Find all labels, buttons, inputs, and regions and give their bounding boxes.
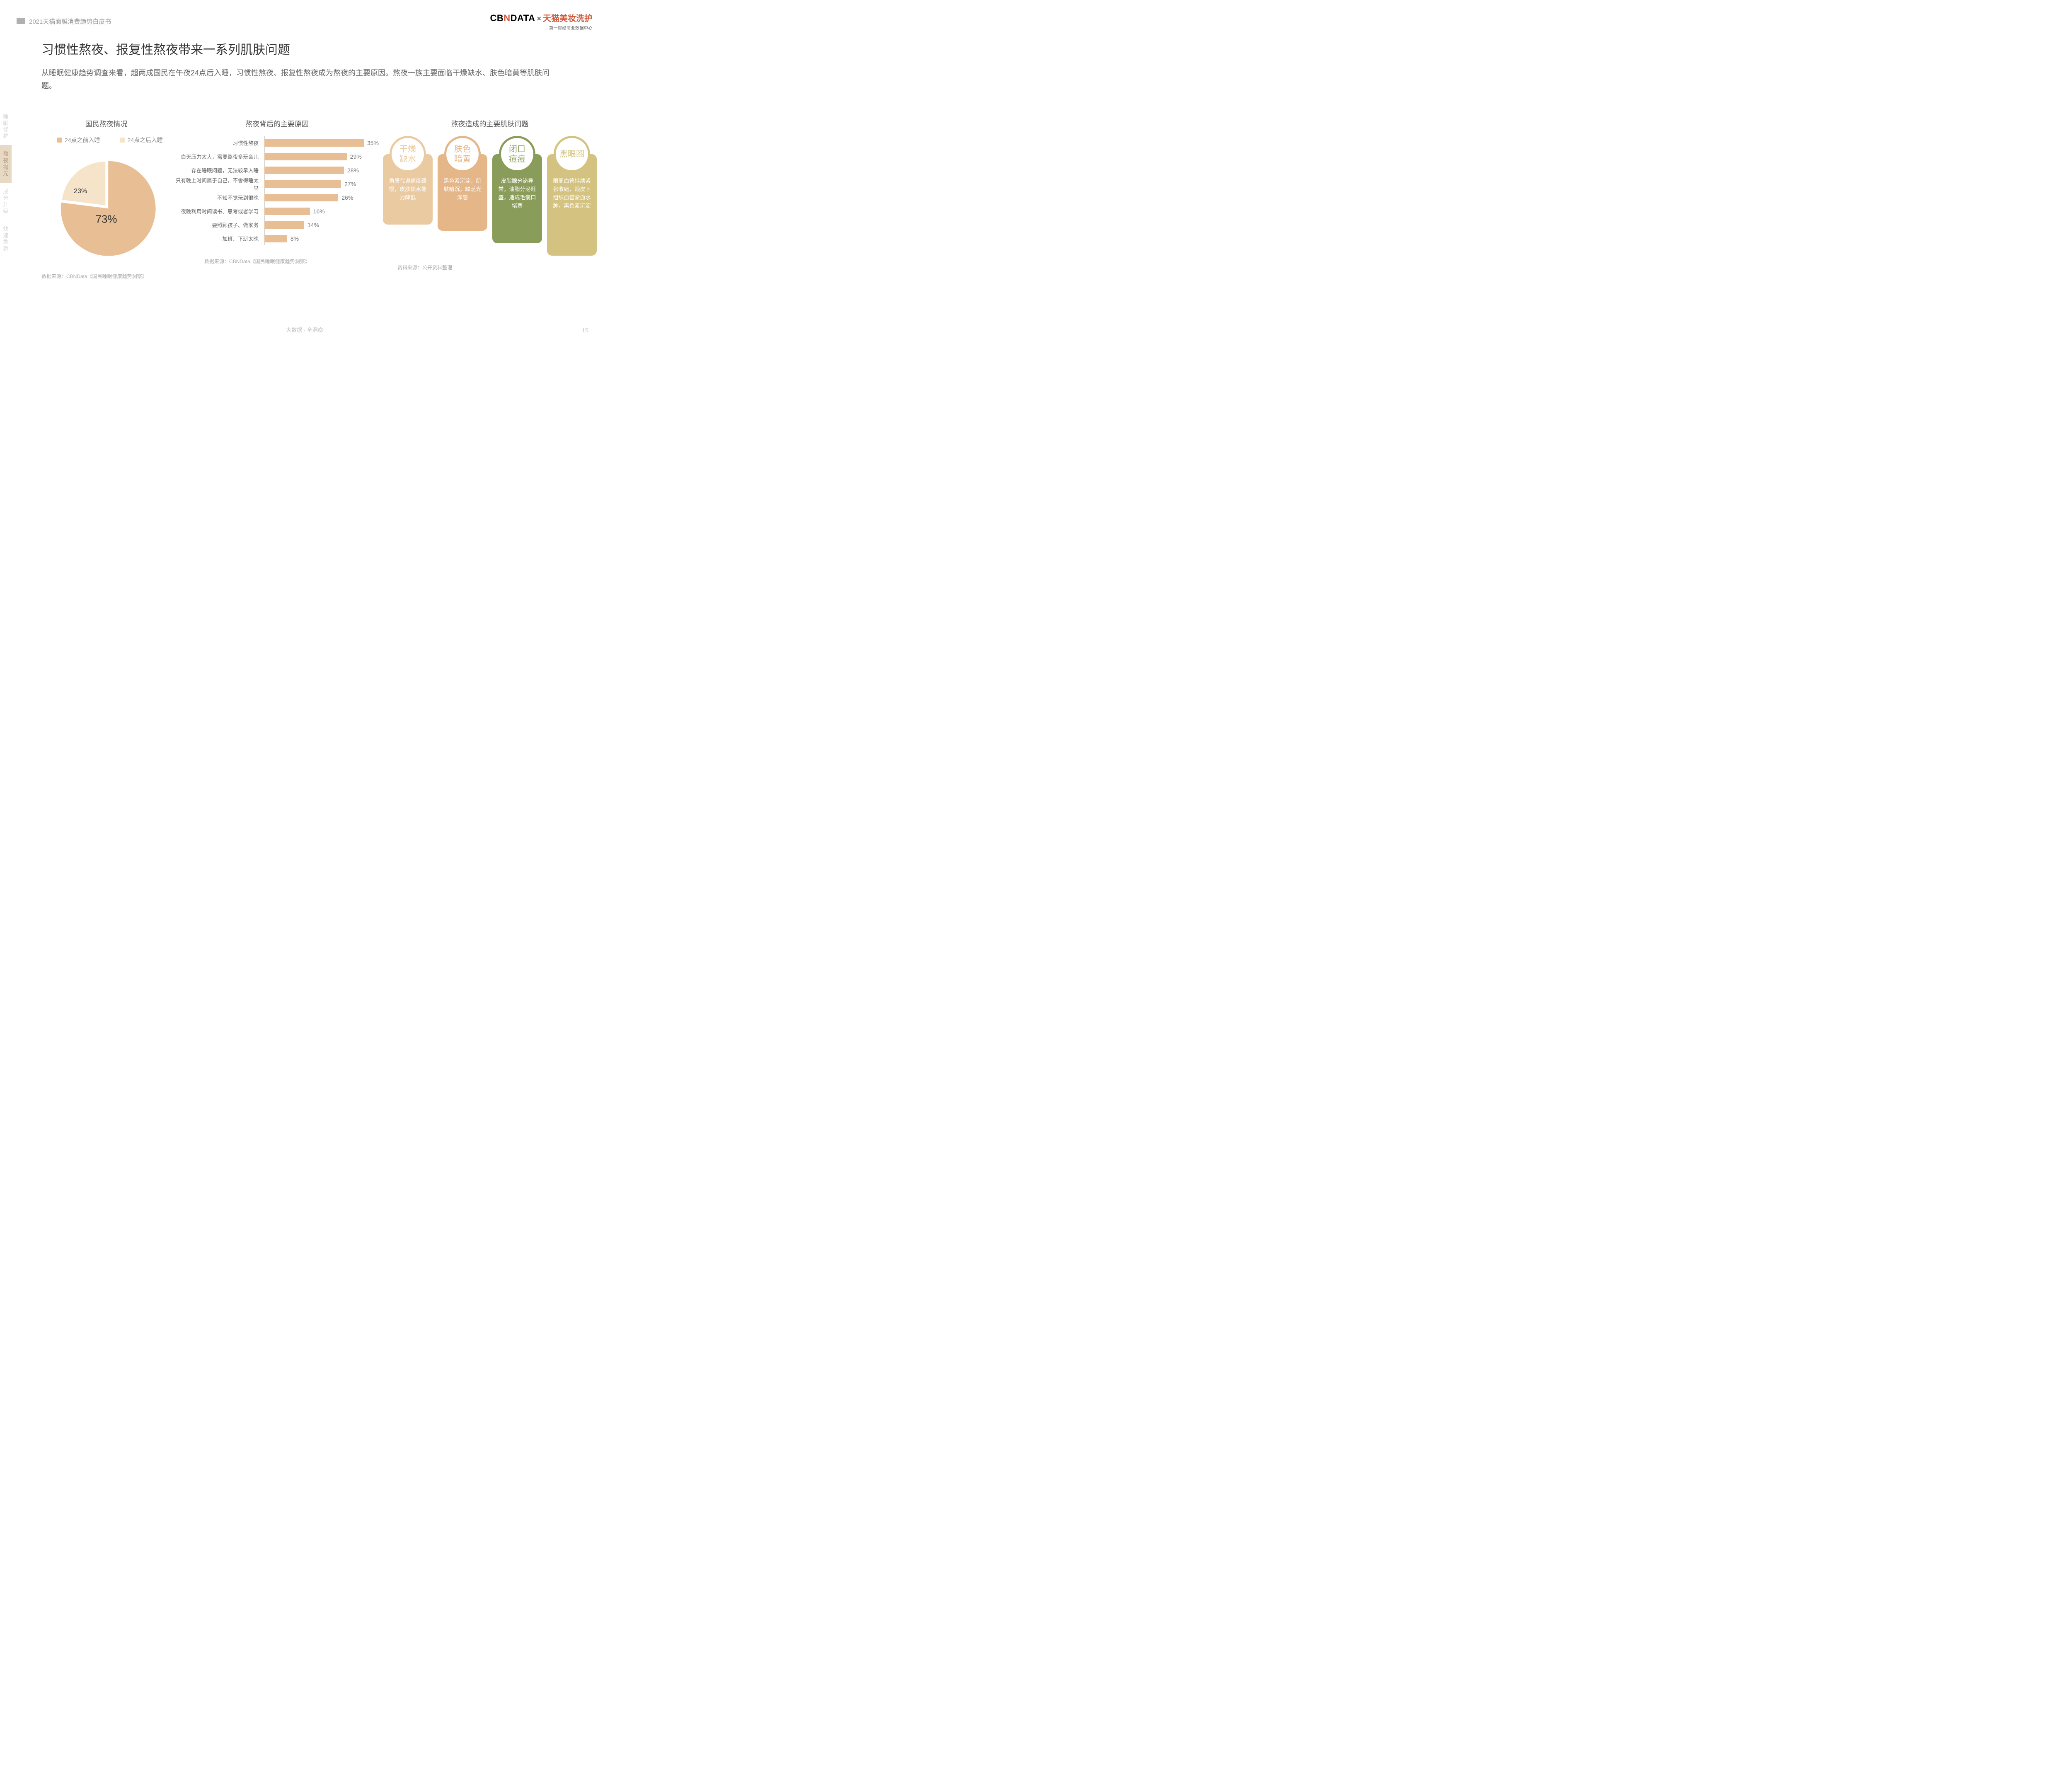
bar-label: 要照顾孩子、做家务 <box>172 221 259 229</box>
bar-row: 不知不觉玩到很晚26% <box>264 191 379 204</box>
bar-value: 8% <box>290 235 299 242</box>
page-number: 15 <box>582 327 588 334</box>
sidenav-item[interactable]: 成分升级 <box>0 183 12 220</box>
bar-source: 数据来源：CBNData《国民睡眠健康趋势洞察》 <box>204 258 379 265</box>
bar-value: 16% <box>313 208 325 215</box>
header-left: 2021天猫面膜消费趋势白皮书 <box>17 17 111 26</box>
pie-source: 数据来源：CBNData《国民睡眠健康趋势洞察》 <box>41 273 171 280</box>
bar-value: 35% <box>367 140 379 146</box>
bar-label: 习惯性熬夜 <box>172 139 259 147</box>
bar-fill <box>264 235 287 242</box>
bar-row: 习惯性熬夜35% <box>264 136 379 150</box>
sidenav-item[interactable]: 睡眠修护 <box>0 108 12 145</box>
sidenav-item[interactable]: 熬夜抛光 <box>0 145 12 182</box>
pie-title: 国民熬夜情况 <box>41 118 171 128</box>
pillar: 肤色暗黄黑色素沉淀，肌肤暗沉，缺乏光泽感 <box>438 136 487 256</box>
doc-title: 2021天猫面膜消费趋势白皮书 <box>29 17 111 26</box>
bar-label: 夜晚利用时间读书、思考或者学习 <box>172 207 259 215</box>
pillar-source: 资料来源：公开资料整理 <box>397 264 597 271</box>
pillar-head: 干燥缺水 <box>390 136 426 172</box>
pie-legend: 24点之前入睡 24点之后入睡 <box>41 136 171 144</box>
bar-row: 加班、下班太晚8% <box>264 232 379 245</box>
bar-label: 不知不觉玩到很晚 <box>172 194 259 201</box>
bar-fill <box>264 167 344 174</box>
footer-center: 大数据 · 全洞察 <box>286 326 323 334</box>
pie-chart: 73% 23% <box>52 152 160 260</box>
bar-title: 熬夜背后的主要原因 <box>175 118 379 128</box>
pillar-title: 熬夜造成的主要肌肤问题 <box>383 118 597 128</box>
charts-row: 国民熬夜情况 24点之前入睡 24点之后入睡 73% 23% 数据来源：CBNDa… <box>41 118 597 280</box>
bar-fill <box>264 194 338 201</box>
bar-value: 14% <box>307 222 319 228</box>
bar-label: 只有晚上时间属于自己，不舍得睡太早 <box>172 176 259 192</box>
page-desc: 从睡眠健康趋势调查来看，超两成国民在午夜24点后入睡，习惯性熬夜、报复性熬夜成为… <box>41 67 555 92</box>
bar-fill <box>264 221 304 229</box>
bar-value: 28% <box>347 167 359 174</box>
bar-value: 27% <box>344 181 356 187</box>
logo-cbn: CBNDATA <box>490 13 535 24</box>
pie-label-73: 73% <box>95 213 117 226</box>
bar-fill <box>264 153 347 160</box>
logo-line: CBNDATA × 天猫美妆洗护 <box>490 12 593 24</box>
header-right: CBNDATA × 天猫美妆洗护 第一财经商业数据中心 <box>490 12 593 31</box>
pie-legend-item: 24点之前入睡 <box>50 136 100 144</box>
bar-row: 白天压力太大，需要熬夜多玩会儿29% <box>264 150 379 163</box>
bar-fill <box>264 208 310 215</box>
sidenav-item[interactable]: 快速急救 <box>0 220 12 257</box>
pie-section: 国民熬夜情况 24点之前入睡 24点之后入睡 73% 23% 数据来源：CBNDa… <box>41 118 171 280</box>
bar-fill <box>264 180 341 188</box>
pie-label-23: 23% <box>74 188 87 195</box>
bar-chart: 习惯性熬夜35%白天压力太大，需要熬夜多玩会儿29%存在睡眠问题，无法较早入睡2… <box>175 136 379 245</box>
bar-value: 26% <box>341 194 353 201</box>
pie-svg <box>52 152 160 260</box>
bar-row: 夜晚利用时间读书、思考或者学习16% <box>264 204 379 218</box>
page-title: 习惯性熬夜、报复性熬夜带来一系列肌肤问题 <box>41 39 584 58</box>
bar-row: 只有晚上时间属于自己，不舍得睡太早27% <box>264 177 379 191</box>
pillar: 闭口痘痘皮脂腺分泌异常，油脂分泌旺盛，造成毛囊口堵塞 <box>492 136 542 256</box>
logo-subtitle: 第一财经商业数据中心 <box>490 24 593 31</box>
bar-section: 熬夜背后的主要原因 习惯性熬夜35%白天压力太大，需要熬夜多玩会儿29%存在睡眠… <box>175 118 379 280</box>
logo-sep: × <box>537 15 541 23</box>
main: 习惯性熬夜、报复性熬夜带来一系列肌肤问题 从睡眠健康趋势调查来看，超两成国民在午… <box>41 39 584 92</box>
pillar: 干燥缺水角质代谢速度缓慢，皮肤锁水能力降低 <box>383 136 433 256</box>
bar-row: 存在睡眠问题，无法较早入睡28% <box>264 163 379 177</box>
side-nav: 睡眠修护熬夜抛光成分升级快速急救 <box>0 108 12 258</box>
pillar: 黑眼圈眼周血管持续紧张收缩，眼皮下组织血管淤血水肿，黑色素沉淀 <box>547 136 597 256</box>
bar-value: 29% <box>350 153 362 160</box>
bar-row: 要照顾孩子、做家务14% <box>264 218 379 232</box>
pillars-row: 干燥缺水角质代谢速度缓慢，皮肤锁水能力降低肤色暗黄黑色素沉淀，肌肤暗沉，缺乏光泽… <box>383 136 597 256</box>
bar-label: 存在睡眠问题，无法较早入睡 <box>172 166 259 174</box>
header-square-icon <box>17 18 25 24</box>
pie-legend-item: 24点之后入睡 <box>112 136 163 144</box>
bar-fill <box>264 139 364 147</box>
header: 2021天猫面膜消费趋势白皮书 CBNDATA × 天猫美妆洗护 第一财经商业数… <box>17 12 593 31</box>
pillar-head: 肤色暗黄 <box>444 136 481 172</box>
bar-label: 白天压力太大，需要熬夜多玩会儿 <box>172 152 259 160</box>
bar-label: 加班、下班太晚 <box>172 235 259 242</box>
pillar-section: 熬夜造成的主要肌肤问题 干燥缺水角质代谢速度缓慢，皮肤锁水能力降低肤色暗黄黑色素… <box>383 118 597 280</box>
logo-tmall: 天猫美妆洗护 <box>543 12 593 24</box>
pillar-head: 黑眼圈 <box>554 136 590 172</box>
pillar-head: 闭口痘痘 <box>499 136 535 172</box>
